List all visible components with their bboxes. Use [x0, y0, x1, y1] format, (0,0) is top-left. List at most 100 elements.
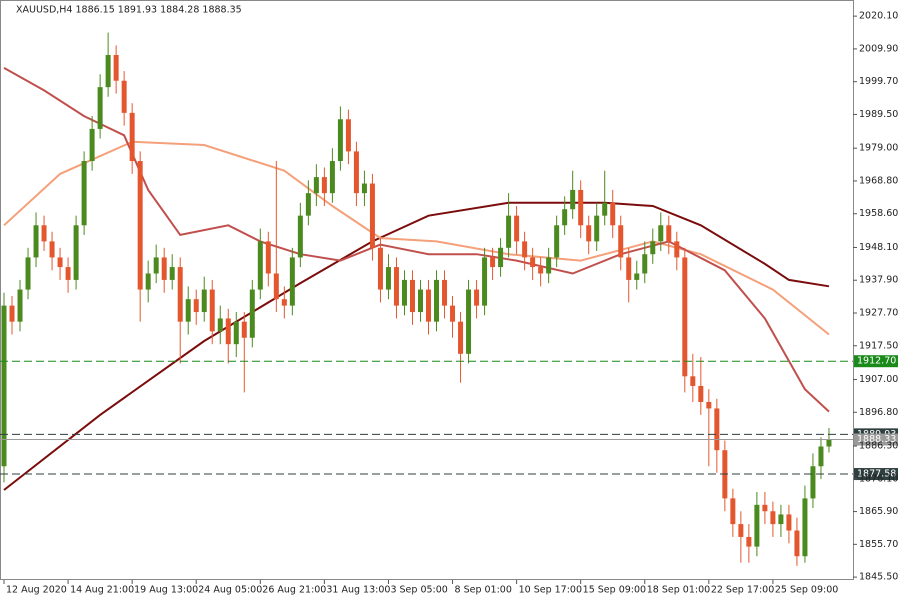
candle-body	[161, 257, 167, 280]
x-tick-label: 10 Sep 17:00	[519, 585, 582, 596]
candle-body	[434, 279, 440, 322]
candle-body	[97, 87, 103, 129]
candle-body	[417, 289, 423, 313]
candle-body	[802, 498, 808, 557]
candle-body	[73, 225, 79, 280]
candle-body	[145, 273, 151, 290]
candle-body	[289, 257, 295, 306]
y-tick-label: 1865.90	[859, 506, 898, 517]
candle-body	[81, 161, 87, 226]
price-level-label: 1912.70	[857, 356, 896, 367]
candle-body	[522, 241, 528, 258]
candle-body	[57, 257, 63, 268]
candle-body	[794, 530, 800, 557]
candle-body	[137, 161, 143, 290]
candle-body	[602, 202, 608, 216]
candle-body	[409, 279, 415, 313]
candle-body	[650, 241, 656, 255]
candle-body	[361, 183, 367, 194]
candle-body	[321, 177, 327, 194]
candle-body	[658, 225, 664, 242]
x-tick-label: 31 Aug 13:00	[326, 585, 390, 596]
y-tick-label: 1948.10	[859, 242, 898, 253]
y-tick-label: 1927.70	[859, 308, 898, 319]
candle-body	[25, 257, 31, 290]
candle-body	[514, 215, 520, 242]
candle-body	[121, 80, 127, 113]
candle-body	[642, 254, 648, 274]
candle-body	[401, 279, 407, 306]
candle-body	[273, 273, 279, 300]
candle-body	[490, 257, 496, 268]
candle-body	[570, 189, 576, 210]
y-tick-label: 2009.90	[859, 43, 898, 54]
candle-layer	[1, 32, 832, 566]
candle-body	[17, 289, 23, 322]
candle-body	[666, 225, 672, 242]
candle-body	[313, 177, 319, 194]
candle-body	[337, 119, 343, 162]
candle-body	[730, 498, 736, 525]
candle-body	[353, 151, 359, 194]
candle-body	[482, 257, 488, 306]
candle-body	[714, 408, 720, 451]
candle-body	[377, 247, 383, 290]
candle-body	[241, 321, 247, 338]
x-tick-label: 18 Sep 01:00	[647, 585, 710, 596]
candle-body	[594, 215, 600, 242]
candle-body	[810, 466, 816, 499]
candle-body	[1, 305, 7, 467]
candle-body	[65, 267, 71, 280]
x-tick-label: 12 Aug 2020	[6, 585, 67, 596]
candle-body	[626, 257, 632, 280]
candle-body	[193, 299, 199, 313]
candle-body	[426, 289, 432, 322]
x-tick-label: 19 Aug 13:00	[134, 585, 198, 596]
candle-body	[682, 257, 688, 377]
candle-body	[586, 225, 592, 242]
candle-body	[265, 241, 271, 274]
candle-body	[458, 321, 464, 354]
candle-body	[369, 183, 375, 248]
candle-body	[89, 128, 95, 162]
candle-body	[610, 202, 616, 226]
candle-body	[129, 112, 135, 162]
moving-average	[3, 140, 830, 336]
x-tick-label: 25 Sep 09:00	[775, 585, 838, 596]
candle-body	[249, 289, 255, 338]
candle-body	[578, 189, 584, 226]
candle-body	[345, 119, 351, 152]
candle-body	[674, 241, 680, 258]
candle-body	[169, 267, 175, 280]
candle-body	[530, 257, 536, 268]
chart-title: XAUUSD,H4 1886.15 1891.93 1884.28 1888.3…	[16, 5, 242, 16]
candle-body	[153, 257, 159, 274]
candle-body	[209, 289, 215, 332]
candle-body	[786, 514, 792, 531]
price-level-tag	[854, 468, 898, 481]
y-tick-label: 1855.70	[859, 539, 898, 550]
y-tick-label: 1845.50	[859, 572, 898, 583]
candle-body	[474, 289, 480, 306]
candle-body	[177, 267, 183, 322]
candle-body	[754, 504, 760, 547]
x-tick-label: 8 Sep 01:00	[455, 585, 512, 596]
candle-body	[826, 439, 832, 447]
candle-body	[706, 402, 712, 409]
candle-body	[498, 247, 504, 268]
candle-body	[442, 279, 448, 306]
candle-body	[113, 55, 119, 81]
candle-body	[546, 257, 552, 274]
x-tick-label: 26 Aug 21:00	[262, 585, 326, 596]
candle-body	[506, 215, 512, 248]
y-tick-label: 1886.30	[859, 441, 898, 452]
y-tick-label: 1999.70	[859, 76, 898, 87]
y-tick-label: 1989.50	[859, 109, 898, 120]
candle-body	[385, 267, 391, 290]
candle-body	[49, 241, 55, 258]
candle-body	[105, 55, 111, 88]
price-level-label: 1888.33	[857, 434, 896, 445]
candle-body	[618, 225, 624, 258]
candle-body	[305, 193, 311, 216]
y-tick-label: 1958.60	[859, 208, 898, 219]
